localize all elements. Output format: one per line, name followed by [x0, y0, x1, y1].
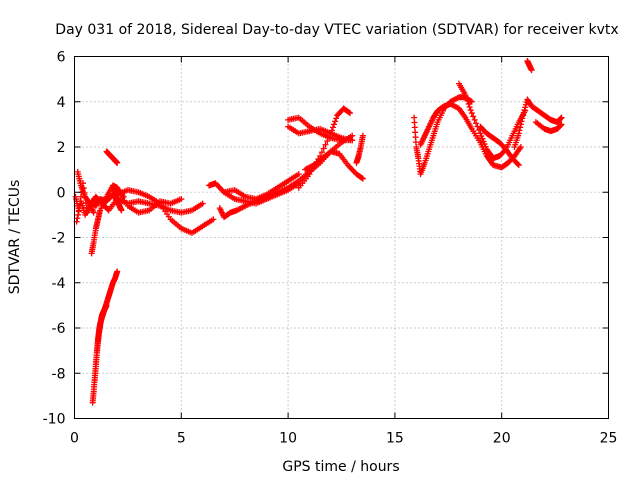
series-arc-l	[216, 132, 356, 221]
data-point	[114, 268, 121, 275]
series-arc-e	[89, 268, 121, 406]
data-point	[295, 171, 302, 178]
x-tick-label: 25	[600, 431, 618, 447]
y-tick-label: 4	[57, 95, 66, 111]
x-axis-label: GPS time / hours	[282, 459, 399, 475]
series-arc-c	[74, 168, 97, 216]
data-point	[359, 132, 366, 139]
x-tick-label: 0	[70, 431, 79, 447]
data-point	[324, 137, 331, 144]
series-arc-x	[524, 58, 535, 74]
series-arc-m	[221, 171, 302, 203]
data-point	[359, 175, 366, 182]
data-point	[519, 115, 526, 122]
data-point	[318, 149, 325, 156]
data-point	[517, 121, 524, 128]
tick-labels: 0 5 10 15 20 25 -10 -8 -6 -4 -2 0 2 4 6	[43, 50, 618, 447]
data-point	[118, 207, 125, 214]
data-point	[518, 118, 525, 125]
data-point	[90, 209, 97, 216]
data-point	[345, 109, 352, 116]
data-point	[75, 211, 82, 218]
data-point	[515, 162, 522, 169]
y-tick-label: -4	[52, 276, 66, 292]
data-point	[517, 124, 524, 131]
data-point	[320, 145, 327, 152]
series-arc-j	[109, 182, 125, 214]
data-point	[473, 120, 480, 127]
data-point	[332, 118, 339, 125]
series-arc-q	[302, 148, 366, 182]
series-arc-w	[511, 96, 565, 150]
data-point	[517, 144, 524, 150]
data-point	[514, 160, 521, 167]
data-point	[178, 196, 185, 203]
y-tick-label: 6	[57, 50, 66, 66]
series-arc-f	[91, 302, 110, 384]
series-arc-y	[532, 119, 565, 135]
data-point	[557, 122, 564, 129]
data-point	[467, 107, 474, 114]
data-point	[528, 67, 535, 74]
data-point	[199, 200, 206, 207]
data-point	[347, 110, 354, 117]
data-point	[468, 98, 475, 105]
series-arc-t	[417, 101, 524, 171]
x-tick-label: 5	[177, 431, 186, 447]
data-point	[471, 116, 478, 123]
x-tick-label: 10	[279, 431, 297, 447]
data-point	[470, 113, 477, 120]
data-point	[466, 104, 473, 111]
chart-title: Day 031 of 2018, Sidereal Day-to-day VTE…	[55, 22, 618, 38]
y-axis-label: SDTVAR / TECUs	[7, 180, 23, 295]
y-tick-label: 2	[57, 140, 66, 156]
series-arc-v	[477, 123, 522, 169]
data-point	[464, 97, 471, 104]
data-point	[463, 94, 470, 101]
axes	[74, 56, 609, 419]
x-tick-label: 15	[386, 431, 404, 447]
data-point	[349, 137, 356, 144]
series-arc-r	[353, 132, 366, 166]
data-point	[74, 215, 81, 222]
y-tick-label: -6	[52, 321, 66, 337]
data-point	[210, 216, 217, 223]
series-arc-g	[103, 148, 121, 166]
data-point	[516, 127, 523, 134]
data-point	[114, 159, 121, 166]
data-point	[557, 115, 564, 122]
series-arc-h	[114, 186, 217, 236]
data-point	[326, 134, 333, 141]
data-point	[327, 130, 334, 137]
data-point	[331, 121, 338, 128]
y-tick-label: -10	[43, 412, 66, 428]
series-arc-i	[114, 186, 185, 216]
data-point	[322, 141, 329, 148]
data-point	[515, 130, 522, 137]
data-marks	[72, 58, 565, 406]
data-point	[558, 121, 565, 128]
series-arc-s	[411, 94, 475, 178]
y-tick-label: -8	[52, 366, 66, 382]
data-point	[306, 171, 313, 178]
data-point	[75, 208, 82, 215]
data-point	[468, 110, 475, 117]
series-arc-o	[285, 123, 356, 144]
x-tick-label: 20	[493, 431, 511, 447]
data-point	[103, 302, 110, 309]
data-point	[333, 115, 340, 122]
y-tick-label: -2	[52, 231, 66, 247]
data-point	[462, 91, 469, 98]
y-tick-label: 0	[57, 185, 66, 201]
data-point	[328, 127, 335, 134]
data-point	[558, 114, 565, 121]
data-point	[358, 174, 365, 181]
data-point	[329, 124, 336, 131]
data-point	[465, 101, 472, 108]
series-arc-p	[295, 105, 354, 191]
